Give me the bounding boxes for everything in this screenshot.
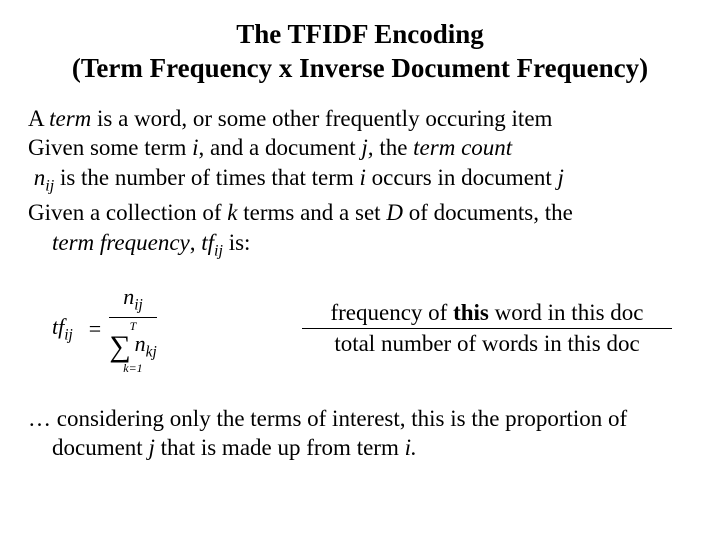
sum-upper-limit: T xyxy=(130,320,137,332)
text: is: xyxy=(223,230,250,255)
lhs-sub: ij xyxy=(64,326,73,343)
num-sub: ij xyxy=(134,297,143,314)
slide-container: The TFIDF Encoding (Term Frequency x Inv… xyxy=(0,0,720,481)
den-sub: kj xyxy=(146,344,157,361)
equals-sign: = xyxy=(89,316,101,342)
text: Given some term xyxy=(28,135,192,160)
var-j: j xyxy=(558,165,564,190)
nij-symbol: nij xyxy=(28,165,54,190)
formula-numerator: nij xyxy=(115,284,151,316)
body-paragraph: A term is a word, or some other frequent… xyxy=(28,104,692,263)
tfij-symbol: tfij xyxy=(201,230,223,255)
text: A xyxy=(28,106,49,131)
sigma-symbol: ∑ xyxy=(109,332,130,362)
text: word in this doc xyxy=(489,300,644,325)
formula-denominator: T ∑ nkj k=1 xyxy=(109,318,157,374)
tfij-tf: tf xyxy=(201,230,214,255)
var-k: k xyxy=(227,200,237,225)
var-i: i. xyxy=(405,435,417,460)
text: occurs in document xyxy=(366,165,558,190)
text: that is made up from term xyxy=(155,435,405,460)
num-n: n xyxy=(123,284,134,309)
text: , xyxy=(190,230,202,255)
formula-column: tfij = nij T ∑ nkj xyxy=(28,284,302,373)
line-4: Given a collection of k terms and a set … xyxy=(28,198,692,228)
var-D: D xyxy=(386,200,403,225)
text: frequency of xyxy=(330,300,453,325)
var-j: j, xyxy=(361,135,373,160)
text: is the number of times that term xyxy=(60,165,360,190)
sum-row: ∑ nkj xyxy=(109,332,157,362)
formula-fraction: nij T ∑ nkj k=1 xyxy=(109,284,157,373)
text: the xyxy=(374,135,414,160)
text: of documents, the xyxy=(403,200,573,225)
text: terms and a set xyxy=(237,200,386,225)
nij-sub: ij xyxy=(45,178,54,195)
tfidf-formula: tfij = nij T ∑ nkj xyxy=(52,284,302,373)
line-3: nij is the number of times that term i o… xyxy=(28,163,692,198)
lhs-tf: tf xyxy=(52,314,64,339)
line-5: term frequency, tfij is: xyxy=(28,228,692,263)
title-line-1: The TFIDF Encoding xyxy=(236,19,484,49)
emphasis-this: this xyxy=(453,300,489,325)
nij-n: n xyxy=(34,165,46,190)
fraction-text-denominator: total number of words in this doc xyxy=(302,329,672,357)
formula-lhs: tfij xyxy=(52,314,73,344)
closing-paragraph: … considering only the terms of interest… xyxy=(28,404,692,464)
formula-row: tfij = nij T ∑ nkj xyxy=(28,284,692,373)
fraction-text-numerator: frequency of this word in this doc xyxy=(302,300,672,328)
line-2: Given some term i, and a document j, the… xyxy=(28,133,692,163)
text: is a word, or some other frequently occu… xyxy=(91,106,552,131)
text: , and a document xyxy=(199,135,362,160)
title-line-2: (Term Frequency x Inverse Document Frequ… xyxy=(72,53,648,83)
den-term: nkj xyxy=(135,333,157,360)
term-frequency-word: term frequency xyxy=(52,230,190,255)
sum-lower-limit: k=1 xyxy=(123,362,142,374)
text: Given a collection of xyxy=(28,200,227,225)
tfij-sub: ij xyxy=(214,242,223,259)
den-n: n xyxy=(135,331,146,356)
line-1: A term is a word, or some other frequent… xyxy=(28,104,692,134)
slide-title: The TFIDF Encoding (Term Frequency x Inv… xyxy=(28,18,692,86)
fraction-text-column: frequency of this word in this doc total… xyxy=(302,300,692,357)
term-count: term count xyxy=(413,135,512,160)
term-word: term xyxy=(49,106,91,131)
